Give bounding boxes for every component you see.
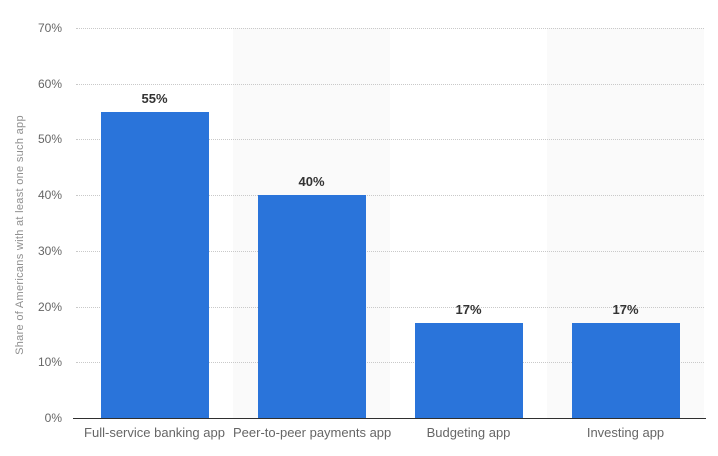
y-tick-label: 60% xyxy=(37,76,62,91)
gridline xyxy=(76,195,704,197)
y-tick-label: 30% xyxy=(37,243,62,258)
bar-value-label: 40% xyxy=(298,174,325,190)
bar-value-label: 55% xyxy=(141,90,168,106)
y-tick-label: 40% xyxy=(37,188,62,203)
bar-1[interactable] xyxy=(100,111,209,418)
gridline xyxy=(76,250,704,252)
plot-area: 55% 40% 17% 17% xyxy=(76,28,704,418)
x-tick-label: Full-service banking app xyxy=(84,425,225,440)
x-tick-label: Peer-to-peer payments app xyxy=(233,425,392,440)
gridline xyxy=(76,362,704,364)
y-axis-ticks: 0% 10% 20% 30% 40% 50% 60% 70% xyxy=(0,0,62,456)
x-tick-label: Budgeting app xyxy=(426,425,511,440)
gridline xyxy=(76,28,704,29)
gridline xyxy=(76,139,704,141)
gridline xyxy=(76,306,704,308)
bar-value-label: 17% xyxy=(612,302,639,318)
x-axis-line xyxy=(73,418,706,419)
gridline xyxy=(76,83,704,85)
bar-value-label: 17% xyxy=(455,302,482,318)
y-tick-label: 0% xyxy=(44,411,62,425)
y-tick-label: 20% xyxy=(37,299,62,314)
y-tick-label: 50% xyxy=(37,132,62,147)
y-tick-label: 10% xyxy=(37,355,62,370)
x-tick-label: Investing app xyxy=(586,425,665,440)
bar-2[interactable] xyxy=(257,195,366,418)
bar-3[interactable] xyxy=(414,323,523,418)
bar-4[interactable] xyxy=(571,323,680,418)
y-tick-label: 70% xyxy=(37,21,62,35)
